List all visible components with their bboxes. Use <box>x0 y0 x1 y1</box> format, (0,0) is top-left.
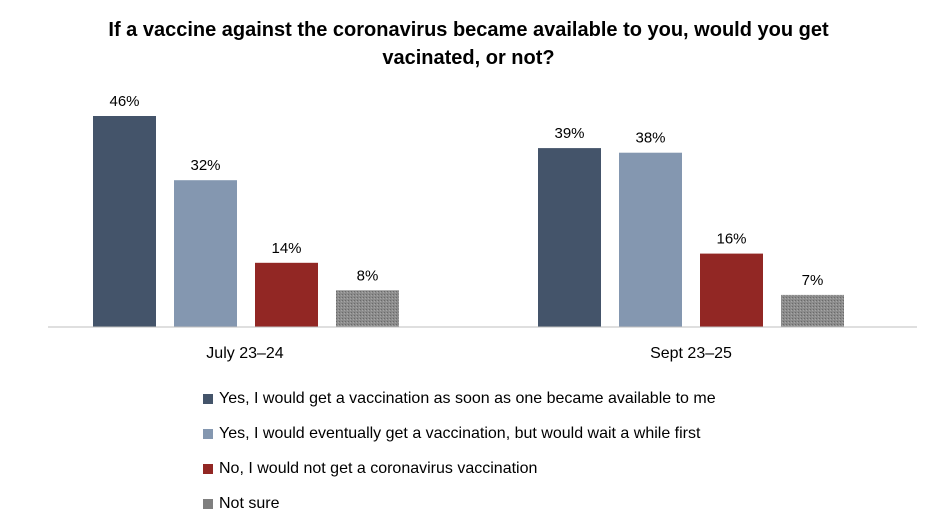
bar-1-3 <box>255 262 318 327</box>
data-label-1-4: 8% <box>357 267 379 284</box>
bar-1-2 <box>174 180 237 327</box>
data-label-2-2: 38% <box>635 130 665 147</box>
legend-swatch-4 <box>203 498 213 509</box>
legend: Yes, I would get a vaccination as soon a… <box>203 381 716 521</box>
bar-2-2 <box>619 152 682 327</box>
legend-item-1: Yes, I would get a vaccination as soon a… <box>203 381 716 416</box>
x-tick-label-1: July 23–24 <box>206 345 283 362</box>
legend-item-2: Yes, I would eventually get a vaccinatio… <box>203 416 716 451</box>
x-tick-label-2: Sept 23–25 <box>650 345 732 362</box>
legend-label-4: Not sure <box>219 494 280 512</box>
legend-swatch-1 <box>203 393 213 404</box>
bar-2-4 <box>781 294 844 327</box>
data-label-2-4: 7% <box>802 272 824 289</box>
data-label-1-2: 32% <box>190 157 220 174</box>
legend-label-1: Yes, I would get a vaccination as soon a… <box>219 389 716 407</box>
chart-title: If a vaccine against the coronavirus bec… <box>108 19 829 69</box>
data-label-2-3: 16% <box>716 231 746 248</box>
data-label-2-1: 39% <box>554 125 584 142</box>
legend-swatch-2 <box>203 428 213 439</box>
bar-1-1 <box>93 116 156 327</box>
legend-item-4: Not sure <box>203 486 716 521</box>
data-label-1-3: 14% <box>271 240 301 257</box>
legend-label-3: No, I would not get a coronavirus vaccin… <box>219 459 538 477</box>
bar-2-3 <box>700 253 763 327</box>
bar-1-4 <box>336 290 399 327</box>
data-label-1-1: 46% <box>109 93 139 110</box>
legend-swatch-3 <box>203 463 213 474</box>
legend-item-3: No, I would not get a coronavirus vaccin… <box>203 451 716 486</box>
bar-2-1 <box>538 148 601 327</box>
legend-label-2: Yes, I would eventually get a vaccinatio… <box>219 424 701 442</box>
